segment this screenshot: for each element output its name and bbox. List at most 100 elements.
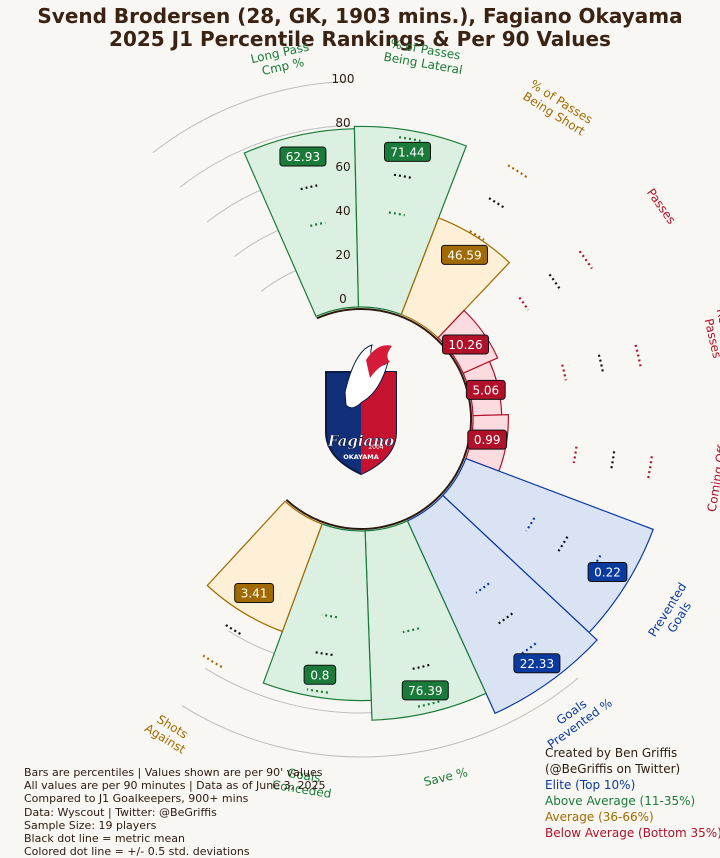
- note-line: Black dot line = metric mean: [24, 832, 185, 846]
- inner-ring-arc: [285, 457, 465, 530]
- radial-tick-label: 40: [335, 204, 350, 218]
- value-label-box: [303, 664, 337, 685]
- crest-name: Fagiano: [327, 432, 394, 450]
- radial-tick-labels: 0 20 40 60 80 100: [332, 72, 355, 306]
- value-label: 5.06: [472, 383, 499, 397]
- legend-elite: Elite (Top 10%): [545, 778, 636, 792]
- credit-and-legend: Created by Ben Griffis (@BeGriffis on Tw…: [545, 745, 720, 841]
- note-line: Bars are percentiles | Values shown are …: [24, 766, 323, 779]
- metric-label: Coming OffLine: [705, 443, 720, 515]
- guide-arc: [152, 80, 350, 154]
- note-line: Compared to J1 Goalkeepers, 900+ mins: [24, 792, 249, 806]
- metric-label: Passes: [644, 186, 679, 227]
- metric-label: Long PassCmp %: [249, 40, 313, 80]
- radial-tick-label: 20: [335, 248, 350, 262]
- value-label: 10.26: [448, 338, 482, 352]
- chart-title: Svend Brodersen (28, GK, 1903 mins.), Fa…: [37, 4, 683, 28]
- guide-arc: [181, 677, 579, 758]
- value-label: 46.59: [447, 248, 481, 262]
- std-line-low: [525, 517, 536, 532]
- value-label-box: [465, 379, 506, 400]
- mean-line: [597, 354, 605, 374]
- guide-arc: [179, 124, 351, 188]
- note-line: Sample Size: 19 players: [24, 818, 157, 832]
- value-label-box: [234, 583, 274, 603]
- std-line-low: [310, 221, 326, 227]
- crest-year: 2004: [368, 444, 383, 451]
- metric-label: % of PassesBeing Short: [520, 77, 595, 138]
- std-line-high: [507, 164, 528, 179]
- value-label-box: [442, 334, 489, 355]
- value-label: 3.41: [241, 587, 268, 601]
- std-line-low: [475, 582, 490, 594]
- value-label: 22.33: [520, 657, 554, 671]
- note-line: All values are per 90 minutes | Data as …: [24, 779, 326, 793]
- radial-tick-label: 0: [339, 292, 347, 306]
- value-label: 71.44: [390, 145, 424, 159]
- metric-label: GoalsPrevented %: [537, 684, 615, 751]
- std-line-high: [647, 456, 653, 479]
- mean-line: [314, 650, 333, 656]
- credit-handle: (@BeGriffis on Twitter): [545, 762, 681, 776]
- note-line: Data: Wyscout | Twitter: @BeGriffis: [24, 805, 217, 819]
- mean-line: [496, 612, 514, 626]
- std-line-low: [402, 627, 420, 634]
- radial-tick-label: 100: [332, 72, 355, 86]
- value-label: 0.8: [310, 668, 329, 682]
- mean-line: [548, 273, 561, 290]
- std-line-high: [398, 136, 421, 142]
- std-line-low: [469, 230, 485, 241]
- legend-below-average: Below Average (Bottom 35%): [545, 826, 720, 840]
- mean-line: [409, 663, 430, 671]
- inner-ring: [285, 308, 472, 530]
- value-labels: 62.93 71.44 46.59 10.26 5.06 0.99 0.22 22.33 76.…: [234, 141, 628, 701]
- metric-bar: [353, 125, 468, 316]
- std-line-low: [572, 446, 578, 464]
- radial-tick-label: 80: [335, 116, 350, 130]
- value-label-box: [441, 244, 488, 265]
- radial-tick-label: 60: [335, 160, 350, 174]
- metric-bar: [262, 523, 372, 702]
- mean-line: [300, 184, 319, 191]
- note-line: Colored dot line = +/- 0.5 std. deviatio…: [24, 845, 250, 858]
- metric-label: ReceivedPasses: [700, 307, 720, 366]
- crest-city: OKAYAMA: [343, 453, 379, 461]
- value-label: 62.93: [286, 150, 320, 164]
- value-label-box: [384, 141, 431, 162]
- mean-line: [488, 197, 507, 210]
- club-crest: Fagiano 2004 OKAYAMA: [325, 344, 397, 476]
- value-label-box: [587, 562, 628, 582]
- std-line-high: [578, 250, 593, 270]
- value-label: 0.22: [594, 566, 621, 580]
- chart-subtitle: 2025 J1 Percentile Rankings & Per 90 Val…: [109, 27, 611, 51]
- mean-line: [223, 623, 241, 635]
- credit-line: Created by Ben Griffis: [545, 746, 678, 760]
- value-label-box: [401, 680, 449, 701]
- metric-bar: [441, 457, 654, 634]
- mean-line: [393, 173, 413, 180]
- std-line-high: [306, 688, 329, 694]
- value-label-box: [467, 429, 508, 450]
- mean-line: [609, 451, 616, 472]
- footnotes: Bars are percentiles | Values shown are …: [24, 766, 325, 858]
- metric-bar: [364, 520, 487, 721]
- std-line-high: [202, 654, 223, 668]
- std-line-high: [417, 700, 440, 708]
- metric-label: ShotsAgainst: [142, 709, 195, 757]
- percentile-bars: [206, 125, 654, 721]
- metric-label: Save %: [422, 765, 469, 789]
- legend-average: Average (36-66%): [545, 810, 654, 824]
- std-line-low: [321, 613, 338, 619]
- mean-line: [556, 536, 569, 553]
- value-label: 0.99: [474, 433, 501, 447]
- std-line-low: [561, 364, 567, 381]
- std-line-low: [518, 296, 530, 311]
- value-label: 76.39: [408, 684, 442, 698]
- std-line-low: [388, 211, 405, 217]
- metric-label: % of PassesBeing Lateral: [383, 36, 466, 77]
- metric-bar: [243, 128, 360, 318]
- metric-label: PreventedGoals: [645, 580, 701, 646]
- inner-ring-arc: [316, 308, 472, 459]
- legend-above-average: Above Average (11-35%): [545, 794, 696, 808]
